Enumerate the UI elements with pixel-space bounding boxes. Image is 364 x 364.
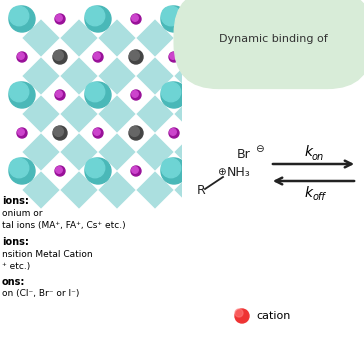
Polygon shape — [60, 171, 98, 209]
Polygon shape — [174, 58, 211, 95]
Text: ions:: ions: — [2, 237, 29, 247]
Circle shape — [170, 129, 176, 135]
Polygon shape — [174, 95, 211, 132]
Circle shape — [161, 6, 181, 26]
Circle shape — [161, 158, 187, 184]
Text: on: on — [312, 152, 324, 162]
Polygon shape — [22, 19, 60, 57]
Text: onium or: onium or — [2, 209, 43, 218]
Polygon shape — [22, 133, 60, 171]
Circle shape — [85, 6, 111, 32]
Circle shape — [9, 6, 29, 26]
Circle shape — [85, 82, 111, 108]
Circle shape — [9, 158, 35, 184]
Circle shape — [55, 14, 65, 24]
Circle shape — [53, 126, 67, 140]
Circle shape — [56, 167, 62, 173]
Text: on (Cl⁻, Br⁻ or I⁻): on (Cl⁻, Br⁻ or I⁻) — [2, 289, 79, 298]
Text: NH₃: NH₃ — [227, 166, 251, 178]
Polygon shape — [60, 133, 98, 171]
Circle shape — [93, 128, 103, 138]
Circle shape — [131, 14, 141, 24]
Text: off: off — [312, 192, 325, 202]
Text: k: k — [305, 186, 313, 200]
Polygon shape — [174, 133, 211, 171]
Text: R: R — [197, 185, 206, 198]
Circle shape — [18, 129, 24, 135]
Circle shape — [17, 128, 27, 138]
Polygon shape — [98, 95, 136, 132]
Circle shape — [9, 82, 29, 102]
Circle shape — [56, 91, 62, 97]
Circle shape — [9, 82, 35, 108]
Circle shape — [129, 50, 143, 64]
Circle shape — [54, 127, 63, 136]
Circle shape — [132, 167, 138, 173]
Circle shape — [9, 158, 29, 178]
Circle shape — [55, 166, 65, 176]
Text: ions:: ions: — [2, 196, 29, 206]
Circle shape — [170, 53, 176, 59]
Circle shape — [53, 50, 67, 64]
Circle shape — [161, 82, 187, 108]
Circle shape — [54, 51, 63, 60]
Text: tal ions (MA⁺, FA⁺, Cs⁺ etc.): tal ions (MA⁺, FA⁺, Cs⁺ etc.) — [2, 221, 126, 230]
Circle shape — [94, 129, 100, 135]
Text: k: k — [305, 145, 313, 159]
Text: Br: Br — [237, 147, 251, 161]
Polygon shape — [22, 171, 60, 209]
Circle shape — [132, 15, 138, 21]
Polygon shape — [136, 95, 174, 132]
Polygon shape — [22, 95, 60, 132]
Circle shape — [18, 53, 24, 59]
Circle shape — [161, 6, 187, 32]
Polygon shape — [22, 58, 60, 95]
Circle shape — [131, 90, 141, 100]
Polygon shape — [98, 171, 136, 209]
Circle shape — [235, 309, 243, 317]
Circle shape — [55, 90, 65, 100]
Text: ons:: ons: — [2, 277, 25, 287]
Polygon shape — [98, 19, 136, 57]
Circle shape — [169, 52, 179, 62]
Polygon shape — [60, 95, 98, 132]
Circle shape — [9, 6, 35, 32]
Polygon shape — [174, 19, 211, 57]
Circle shape — [94, 53, 100, 59]
Polygon shape — [136, 133, 174, 171]
Polygon shape — [136, 19, 174, 57]
Circle shape — [85, 158, 105, 178]
Circle shape — [56, 15, 62, 21]
Polygon shape — [98, 58, 136, 95]
Polygon shape — [98, 133, 136, 171]
Circle shape — [169, 128, 179, 138]
Text: B: B — [190, 14, 206, 34]
Polygon shape — [136, 171, 174, 209]
Circle shape — [85, 158, 111, 184]
Text: Dynamic binding of: Dynamic binding of — [219, 34, 327, 44]
Text: ⊖: ⊖ — [255, 144, 264, 154]
Circle shape — [85, 6, 105, 26]
Text: nsition Metal Cation: nsition Metal Cation — [2, 250, 92, 259]
Circle shape — [235, 309, 249, 323]
Circle shape — [131, 166, 141, 176]
Circle shape — [130, 51, 139, 60]
Polygon shape — [60, 58, 98, 95]
Text: cation: cation — [256, 311, 290, 321]
Circle shape — [17, 52, 27, 62]
Polygon shape — [174, 171, 211, 209]
Text: ⁺ etc.): ⁺ etc.) — [2, 262, 30, 271]
Circle shape — [85, 82, 105, 102]
Circle shape — [130, 127, 139, 136]
Circle shape — [93, 52, 103, 62]
Polygon shape — [60, 19, 98, 57]
Polygon shape — [136, 58, 174, 95]
Circle shape — [129, 126, 143, 140]
Text: ⊕: ⊕ — [217, 167, 226, 177]
Circle shape — [161, 158, 181, 178]
Circle shape — [132, 91, 138, 97]
Circle shape — [161, 82, 181, 102]
